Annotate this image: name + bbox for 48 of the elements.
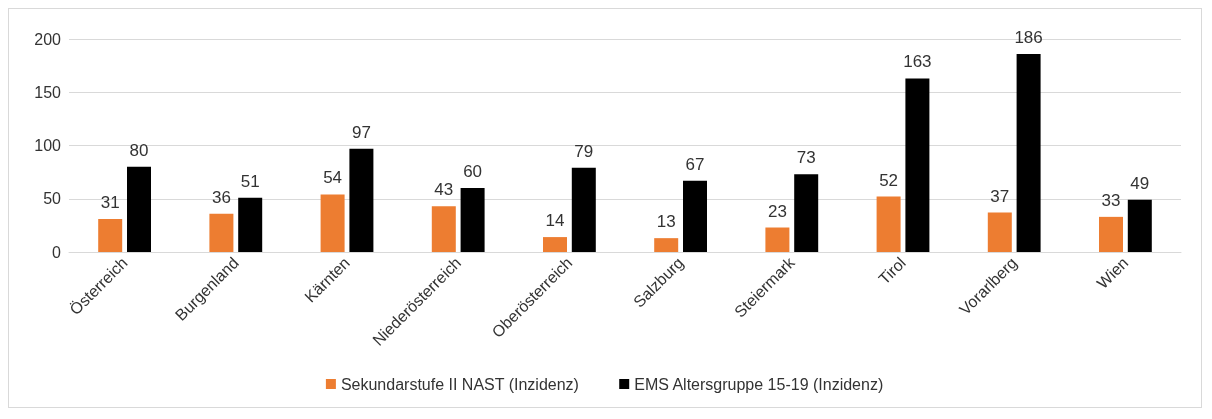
bar [654, 238, 679, 252]
data-label: 23 [767, 201, 787, 221]
y-tick-label: 150 [34, 83, 62, 101]
data-label: 43 [434, 180, 454, 200]
data-label: 97 [351, 122, 371, 142]
data-label: 163 [903, 52, 932, 72]
bar [1099, 216, 1123, 252]
y-tick-label: 100 [34, 137, 62, 154]
bar [571, 167, 596, 252]
data-label: 51 [240, 171, 260, 191]
data-label: 80 [129, 140, 149, 160]
data-label: 79 [574, 141, 594, 161]
y-tick-label: 50 [43, 190, 62, 208]
data-label: 14 [545, 211, 565, 231]
bar [876, 196, 901, 252]
bar [460, 188, 485, 252]
bar [127, 166, 151, 252]
data-label: 37 [990, 186, 1010, 206]
data-label: 60 [463, 162, 483, 182]
data-label: 67 [685, 154, 705, 174]
bar [1127, 199, 1152, 252]
bar [431, 206, 456, 252]
legend-label: Sekundarstufe II NAST (Inzidenz) [340, 375, 579, 393]
bar [320, 194, 345, 252]
data-label: 36 [211, 187, 231, 207]
bar [349, 148, 374, 252]
data-label: 31 [100, 192, 120, 212]
bar [209, 213, 234, 252]
bar [98, 218, 123, 252]
data-label: 186 [1014, 27, 1043, 47]
data-label: 73 [796, 148, 816, 168]
data-label: 33 [1101, 190, 1121, 210]
y-tick-label: 200 [34, 30, 62, 48]
y-tick-label: 0 [52, 243, 62, 261]
bar [794, 174, 819, 252]
bar [987, 212, 1012, 252]
bar [765, 227, 790, 252]
bar [905, 78, 930, 252]
legend-label: EMS Altersgruppe 15-19 (Inzidenz) [634, 375, 884, 393]
data-label: 13 [656, 212, 676, 232]
data-label: 54 [323, 168, 343, 188]
data-label: 52 [879, 170, 899, 190]
x-tick-label: Tirol [875, 253, 910, 288]
bar [683, 180, 707, 252]
bar [238, 197, 263, 252]
bar [1016, 53, 1041, 252]
data-label: 49 [1130, 173, 1150, 193]
bar [543, 237, 567, 252]
